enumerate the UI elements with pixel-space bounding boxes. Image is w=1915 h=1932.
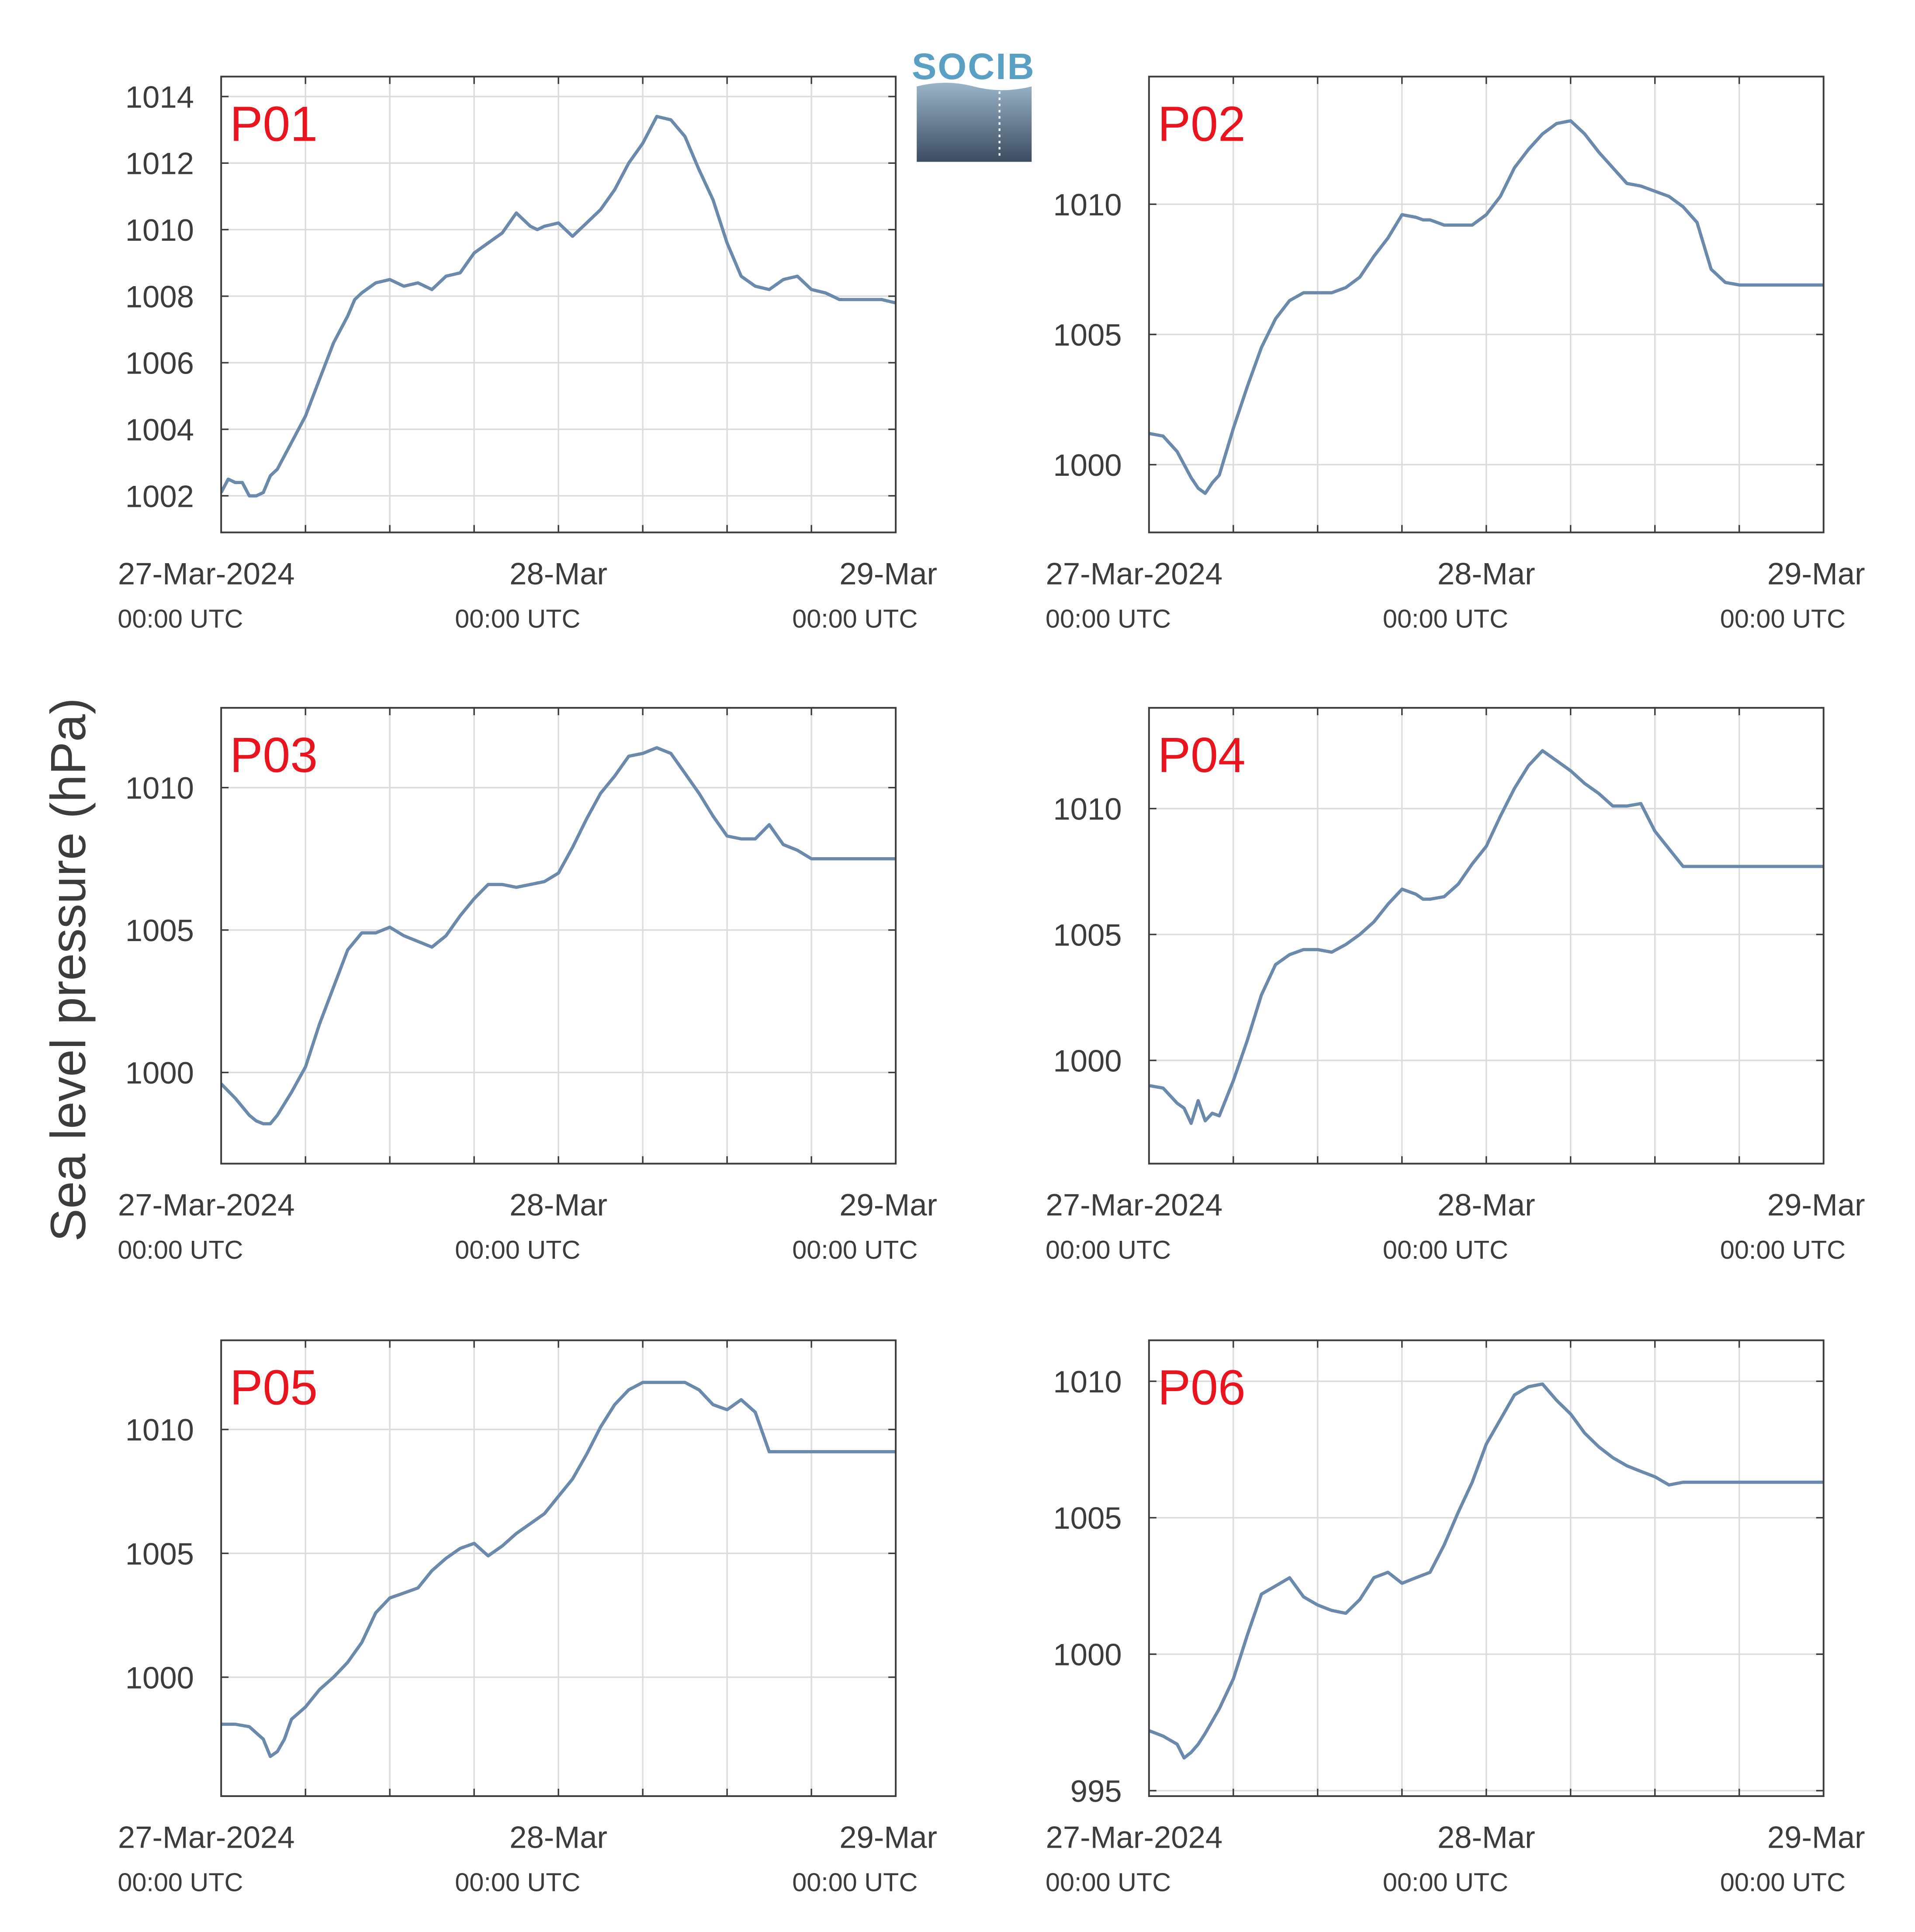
- x-tick-label-time: 00:00 UTC: [1383, 1235, 1508, 1264]
- x-tick-label-time: 00:00 UTC: [1383, 1868, 1508, 1897]
- x-tick-label-time: 00:00 UTC: [792, 604, 918, 633]
- x-tick-label-time: 00:00 UTC: [1383, 604, 1508, 633]
- y-tick-label: 1010: [1053, 1364, 1122, 1399]
- socib-logo-wave-icon: [917, 83, 1032, 162]
- y-tick-label: 1004: [125, 412, 194, 447]
- x-tick-label-date: 28-Mar: [1437, 556, 1535, 591]
- chart-panel-p02: 1000 1005 1010 27-Mar-2024 00:00 UTC 28-Mar 00…: [1046, 76, 1865, 633]
- panel-label: P06: [1158, 1360, 1246, 1415]
- y-tick-label: 1006: [125, 346, 194, 381]
- x-tick-label-time: 00:00 UTC: [455, 604, 580, 633]
- chart-panel-p03: 1000 1005 1010 27-Mar-2024 00:00 UTC 28-Mar 00…: [118, 707, 937, 1264]
- y-tick-label: 1010: [125, 771, 194, 805]
- data-line-p06: [1149, 1382, 1824, 1760]
- x-tick-label-date: 27-Mar-2024: [1046, 556, 1223, 591]
- x-tick-label-date: 29-Mar: [1767, 556, 1865, 591]
- y-tick-label: 1010: [1053, 187, 1122, 222]
- chart-panel-p05: 1000 1005 1010 27-Mar-2024 00:00 UTC 28-Mar 00…: [118, 1339, 937, 1897]
- chart-panel-p01: 1002 1004 1006 1008 1010 1012 1014 27-Mar-2024 0…: [118, 76, 937, 633]
- x-tick-label-time: 00:00 UTC: [118, 1235, 243, 1264]
- y-tick-label: 1010: [125, 1413, 194, 1447]
- panels-container: 1002 1004 1006 1008 1010 1012 1014 27-Mar-2024 0…: [118, 76, 1865, 1897]
- x-tick-label-date: 28-Mar: [509, 556, 607, 591]
- y-tick-label: 1000: [1053, 448, 1122, 482]
- panel-label: P05: [230, 1360, 318, 1415]
- data-line-p03: [221, 746, 896, 1125]
- x-tick-label-time: 00:00 UTC: [455, 1868, 580, 1897]
- y-tick-label: 1002: [125, 479, 194, 513]
- data-line-p04: [1149, 749, 1824, 1125]
- y-tick-label: 1005: [1053, 318, 1122, 352]
- data-line-p01: [221, 114, 896, 498]
- y-tick-label: 1005: [1053, 918, 1122, 952]
- plot-frame: [220, 1339, 897, 1797]
- x-tick-label-date: 28-Mar: [509, 1188, 607, 1222]
- y-tick-label: 1000: [1053, 1044, 1122, 1078]
- panel-label: P01: [230, 96, 318, 151]
- y-tick-label: 1010: [1053, 792, 1122, 826]
- x-tick-label-time: 00:00 UTC: [1046, 1868, 1171, 1897]
- x-tick-label-time: 00:00 UTC: [118, 1868, 243, 1897]
- y-axis-label: Sea level pressure (hPa): [41, 698, 96, 1242]
- y-tick-label: 1010: [125, 213, 194, 247]
- y-tick-label: 1000: [125, 1660, 194, 1695]
- chart-panel-p06: 995 1000 1005 1010 27-Mar-2024 00:00 UTC 28-Ma…: [1046, 1339, 1865, 1897]
- y-tick-label: 1005: [1053, 1501, 1122, 1535]
- x-tick-label-time: 00:00 UTC: [1046, 604, 1171, 633]
- x-tick-label-date: 29-Mar: [839, 1820, 937, 1855]
- y-tick-label: 1005: [125, 913, 194, 948]
- y-tick-label: 995: [1070, 1774, 1122, 1808]
- y-tick-label: 1000: [1053, 1638, 1122, 1672]
- x-tick-label-time: 00:00 UTC: [792, 1235, 918, 1264]
- plot-frame: [1148, 76, 1825, 533]
- x-tick-label-date: 28-Mar: [1437, 1820, 1535, 1855]
- y-tick-label: 1005: [125, 1537, 194, 1571]
- plot-frame: [220, 76, 897, 533]
- chart-panel-p04: 1000 1005 1010 27-Mar-2024 00:00 UTC 28-Mar 00…: [1046, 707, 1865, 1264]
- panel-label: P03: [230, 727, 318, 782]
- y-tick-label: 1014: [125, 80, 194, 114]
- x-tick-label-time: 00:00 UTC: [1720, 604, 1846, 633]
- x-tick-label-time: 00:00 UTC: [118, 604, 243, 633]
- data-line-p05: [221, 1381, 896, 1758]
- y-tick-label: 1012: [125, 146, 194, 181]
- socib-logo-text: SOCIB: [912, 45, 1035, 87]
- y-tick-label: 1000: [125, 1056, 194, 1090]
- plot-frame: [1148, 707, 1825, 1165]
- x-tick-label-time: 00:00 UTC: [1046, 1235, 1171, 1264]
- y-tick-label: 1008: [125, 279, 194, 314]
- x-tick-label-date: 29-Mar: [839, 1188, 937, 1222]
- x-tick-label-date: 28-Mar: [1437, 1188, 1535, 1222]
- x-tick-label-date: 29-Mar: [1767, 1820, 1865, 1855]
- x-tick-label-date: 27-Mar-2024: [118, 556, 295, 591]
- socib-logo: SOCIB: [912, 45, 1035, 162]
- plot-frame: [220, 707, 897, 1165]
- x-tick-label-time: 00:00 UTC: [455, 1235, 580, 1264]
- x-tick-label-date: 29-Mar: [1767, 1188, 1865, 1222]
- x-tick-label-time: 00:00 UTC: [1720, 1868, 1846, 1897]
- x-tick-label-time: 00:00 UTC: [792, 1868, 918, 1897]
- x-tick-label-time: 00:00 UTC: [1720, 1235, 1846, 1264]
- data-line-p02: [1149, 119, 1824, 495]
- x-tick-label-date: 27-Mar-2024: [118, 1820, 295, 1855]
- x-tick-label-date: 27-Mar-2024: [1046, 1820, 1223, 1855]
- panel-label: P02: [1158, 96, 1246, 151]
- x-tick-label-date: 27-Mar-2024: [118, 1188, 295, 1222]
- plot-frame: [1148, 1339, 1825, 1797]
- x-tick-label-date: 28-Mar: [509, 1820, 607, 1855]
- panel-label: P04: [1158, 727, 1246, 782]
- x-tick-label-date: 29-Mar: [839, 556, 937, 591]
- x-tick-label-date: 27-Mar-2024: [1046, 1188, 1223, 1222]
